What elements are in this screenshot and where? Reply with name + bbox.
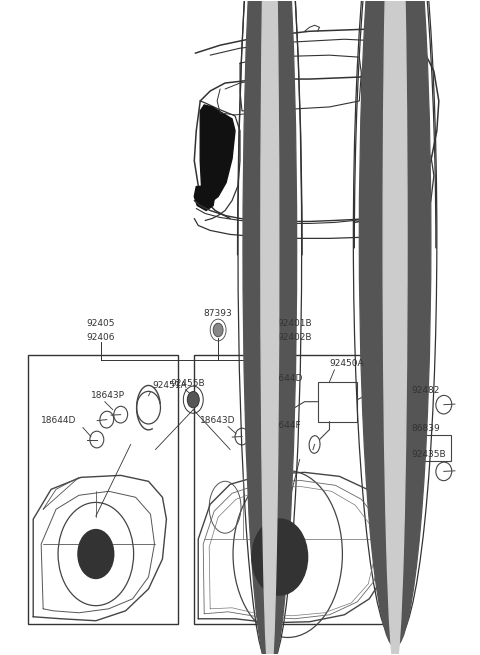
Text: 92405: 92405 bbox=[86, 319, 115, 328]
Polygon shape bbox=[194, 185, 215, 210]
Text: 18644D: 18644D bbox=[268, 374, 303, 383]
Ellipse shape bbox=[261, 0, 279, 655]
Text: 92402B: 92402B bbox=[277, 333, 312, 342]
Ellipse shape bbox=[243, 0, 297, 655]
Text: 92482: 92482 bbox=[411, 386, 439, 395]
Text: 18643D: 18643D bbox=[200, 415, 236, 424]
Text: 92401B: 92401B bbox=[277, 319, 312, 328]
Circle shape bbox=[252, 519, 308, 595]
Ellipse shape bbox=[360, 0, 431, 646]
Text: 86839: 86839 bbox=[411, 424, 440, 432]
Text: 92406: 92406 bbox=[86, 333, 115, 342]
Text: 92451A: 92451A bbox=[153, 381, 187, 390]
Text: 18644F: 18644F bbox=[268, 421, 301, 430]
Text: 92450A: 92450A bbox=[329, 359, 364, 368]
Text: 87393: 87393 bbox=[204, 309, 232, 318]
Polygon shape bbox=[200, 105, 235, 206]
Circle shape bbox=[213, 323, 223, 337]
Text: 18644D: 18644D bbox=[41, 415, 76, 424]
Circle shape bbox=[187, 392, 199, 408]
Ellipse shape bbox=[383, 0, 407, 655]
Text: 18643P: 18643P bbox=[91, 390, 125, 400]
Circle shape bbox=[78, 530, 114, 578]
Text: 92435B: 92435B bbox=[411, 451, 445, 459]
Text: 92455B: 92455B bbox=[170, 379, 205, 388]
